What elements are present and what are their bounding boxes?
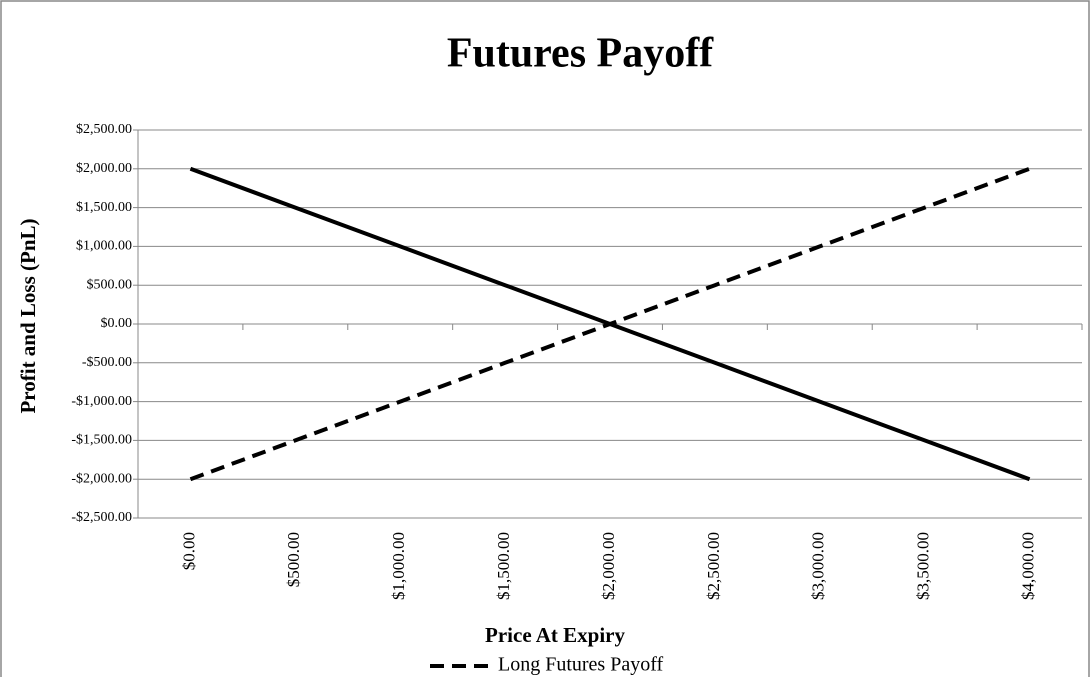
y-tick-label: $1,000.00 (76, 239, 132, 254)
y-tick-label: $2,500.00 (76, 122, 132, 137)
x-tick-label: $1,500.00 (494, 532, 513, 600)
x-tick-label: $2,000.00 (599, 532, 618, 600)
series-line (189, 166, 1031, 482)
x-tick-label: $3,500.00 (914, 532, 933, 600)
x-tick-label: $0.00 (179, 532, 198, 570)
y-tick-label: -$2,500.00 (71, 510, 132, 525)
legend-label: Long Futures Payoff (498, 654, 664, 676)
y-tick-label: -$1,000.00 (71, 394, 132, 409)
x-tick-label: $4,000.00 (1018, 532, 1037, 600)
x-tick-label: $2,500.00 (704, 532, 723, 600)
x-tick-label: $1,000.00 (389, 532, 408, 600)
chart-title: Futures Payoff (447, 31, 714, 77)
y-tick-label: -$1,500.00 (71, 433, 132, 448)
y-tick-label: -$500.00 (82, 355, 132, 370)
x-tick-label: $500.00 (284, 532, 303, 587)
y-tick-label: $500.00 (87, 277, 133, 292)
x-axis-label: Price At Expiry (485, 623, 625, 647)
y-tick-label: $1,500.00 (76, 200, 132, 215)
y-tick-label: $2,000.00 (76, 161, 132, 176)
y-axis-label: Profit and Loss (PnL) (16, 218, 40, 413)
y-tick-label: $0.00 (101, 316, 133, 331)
y-tick-label: -$2,000.00 (71, 471, 132, 486)
x-tick-label: $3,000.00 (809, 532, 828, 600)
